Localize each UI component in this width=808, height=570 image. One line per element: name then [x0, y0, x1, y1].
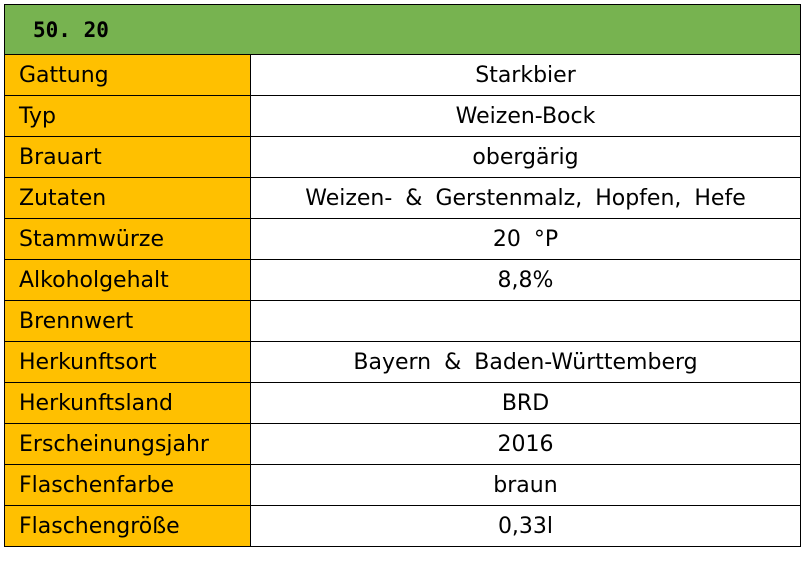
table-row: Brauart obergärig — [4, 136, 801, 178]
row-label-brauart: Brauart — [4, 136, 251, 178]
row-value-flaschenfarbe: braun — [250, 464, 801, 506]
row-label-zutaten: Zutaten — [4, 177, 251, 219]
row-value-herkunftsland: BRD — [250, 382, 801, 424]
row-label-typ: Typ — [4, 95, 251, 137]
row-label-flaschenfarbe: Flaschenfarbe — [4, 464, 251, 506]
table-row: Flaschengröße 0,33l — [4, 505, 801, 547]
header-title: 50. 20 — [4, 4, 801, 55]
row-value-alkoholgehalt: 8,8% — [250, 259, 801, 301]
table-row: Typ Weizen-Bock — [4, 95, 801, 137]
beer-info-body: 50. 20 Gattung Starkbier Typ Weizen-Bock… — [4, 4, 801, 547]
table-row: Erscheinungsjahr 2016 — [4, 423, 801, 465]
row-label-herkunftsort: Herkunftsort — [4, 341, 251, 383]
row-value-gattung: Starkbier — [250, 54, 801, 96]
row-value-brennwert — [250, 300, 801, 342]
table-row: Flaschenfarbe braun — [4, 464, 801, 506]
row-label-gattung: Gattung — [4, 54, 251, 96]
row-value-herkunftsort: Bayern & Baden-Württemberg — [250, 341, 801, 383]
row-value-typ: Weizen-Bock — [250, 95, 801, 137]
table-row: Gattung Starkbier — [4, 54, 801, 96]
row-value-stammwuerze: 20 °P — [250, 218, 801, 260]
table-row: Herkunftsort Bayern & Baden-Württemberg — [4, 341, 801, 383]
row-label-herkunftsland: Herkunftsland — [4, 382, 251, 424]
row-value-erscheinungsjahr: 2016 — [250, 423, 801, 465]
header-row: 50. 20 — [4, 4, 801, 55]
row-label-stammwuerze: Stammwürze — [4, 218, 251, 260]
row-value-zutaten: Weizen- & Gerstenmalz, Hopfen, Hefe — [250, 177, 801, 219]
row-label-flaschengroesse: Flaschengröße — [4, 505, 251, 547]
row-value-flaschengroesse: 0,33l — [250, 505, 801, 547]
row-label-alkoholgehalt: Alkoholgehalt — [4, 259, 251, 301]
row-label-brennwert: Brennwert — [4, 300, 251, 342]
beer-info-table: 50. 20 Gattung Starkbier Typ Weizen-Bock… — [4, 4, 801, 547]
table-row: Brennwert — [4, 300, 801, 342]
row-value-brauart: obergärig — [250, 136, 801, 178]
table-row: Herkunftsland BRD — [4, 382, 801, 424]
row-label-erscheinungsjahr: Erscheinungsjahr — [4, 423, 251, 465]
table-row: Stammwürze 20 °P — [4, 218, 801, 260]
table-row: Alkoholgehalt 8,8% — [4, 259, 801, 301]
table-row: Zutaten Weizen- & Gerstenmalz, Hopfen, H… — [4, 177, 801, 219]
